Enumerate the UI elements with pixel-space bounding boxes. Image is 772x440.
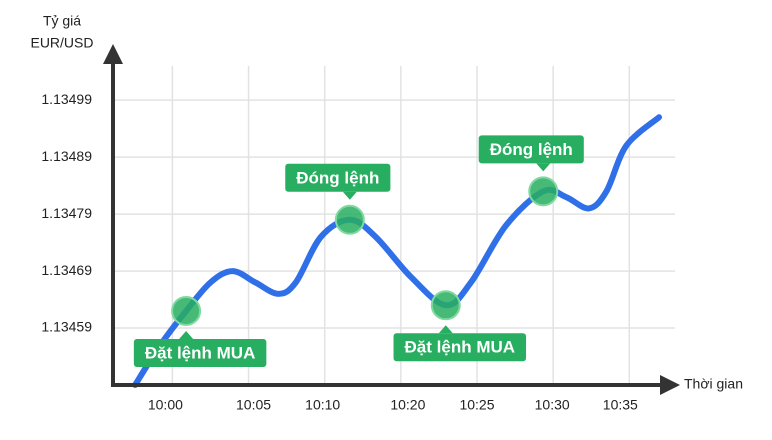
annotation-box: [285, 163, 391, 192]
x-axis-title: Thời gian: [684, 376, 743, 392]
annotation-marker: [430, 290, 461, 321]
annotation-label: Đóng lệnh: [490, 140, 573, 159]
x-tick-label: 10:00: [148, 397, 183, 413]
annotation-pointer: [536, 163, 551, 172]
annotation: Đặt lệnh MUA: [393, 325, 527, 362]
y-tick-label: 1.13459: [41, 319, 92, 335]
annotation-box: [133, 338, 267, 367]
y-axis-title: Tỷ giá: [43, 13, 81, 29]
plot: Đặt lệnh MUA Đóng lệnh Đặt lệnh MUA Đóng lệ…: [132, 114, 663, 388]
annotation-label: Đóng lệnh: [296, 168, 379, 187]
y-tick-label: 1.13489: [41, 148, 92, 164]
annotation: Đóng lệnh: [285, 163, 391, 200]
annotation-box: [393, 333, 527, 362]
x-axis-arrow: [660, 375, 680, 395]
grid: [113, 66, 675, 385]
annotation-pointer: [179, 330, 194, 339]
y-tick-label: 1.13499: [41, 91, 92, 107]
y-tick-label: 1.13469: [41, 262, 92, 278]
annotation: Đóng lệnh: [478, 135, 584, 172]
x-tick-label: 10:35: [603, 397, 638, 413]
annotation-pointer: [438, 325, 453, 334]
x-tick-label: 10:20: [390, 397, 425, 413]
x-tick-label: 10:25: [459, 397, 494, 413]
annotation: Đặt lệnh MUA: [133, 330, 267, 367]
annotation-marker: [528, 176, 559, 207]
y-axis-title: EUR/USD: [30, 35, 93, 51]
annotation-marker: [334, 204, 365, 235]
annotation-label: Đặt lệnh MUA: [145, 343, 256, 362]
y-axis-arrow: [103, 44, 123, 64]
annotation-marker: [171, 295, 202, 326]
annotation-pointer: [342, 191, 357, 200]
y-tick-label: 1.13479: [41, 205, 92, 221]
annotation-label: Đặt lệnh MUA: [405, 338, 516, 357]
x-tick-label: 10:05: [236, 397, 271, 413]
x-tick-label: 10:10: [305, 397, 340, 413]
x-tick-label: 10:30: [535, 397, 570, 413]
annotation-box: [478, 135, 584, 164]
line: [132, 114, 663, 388]
